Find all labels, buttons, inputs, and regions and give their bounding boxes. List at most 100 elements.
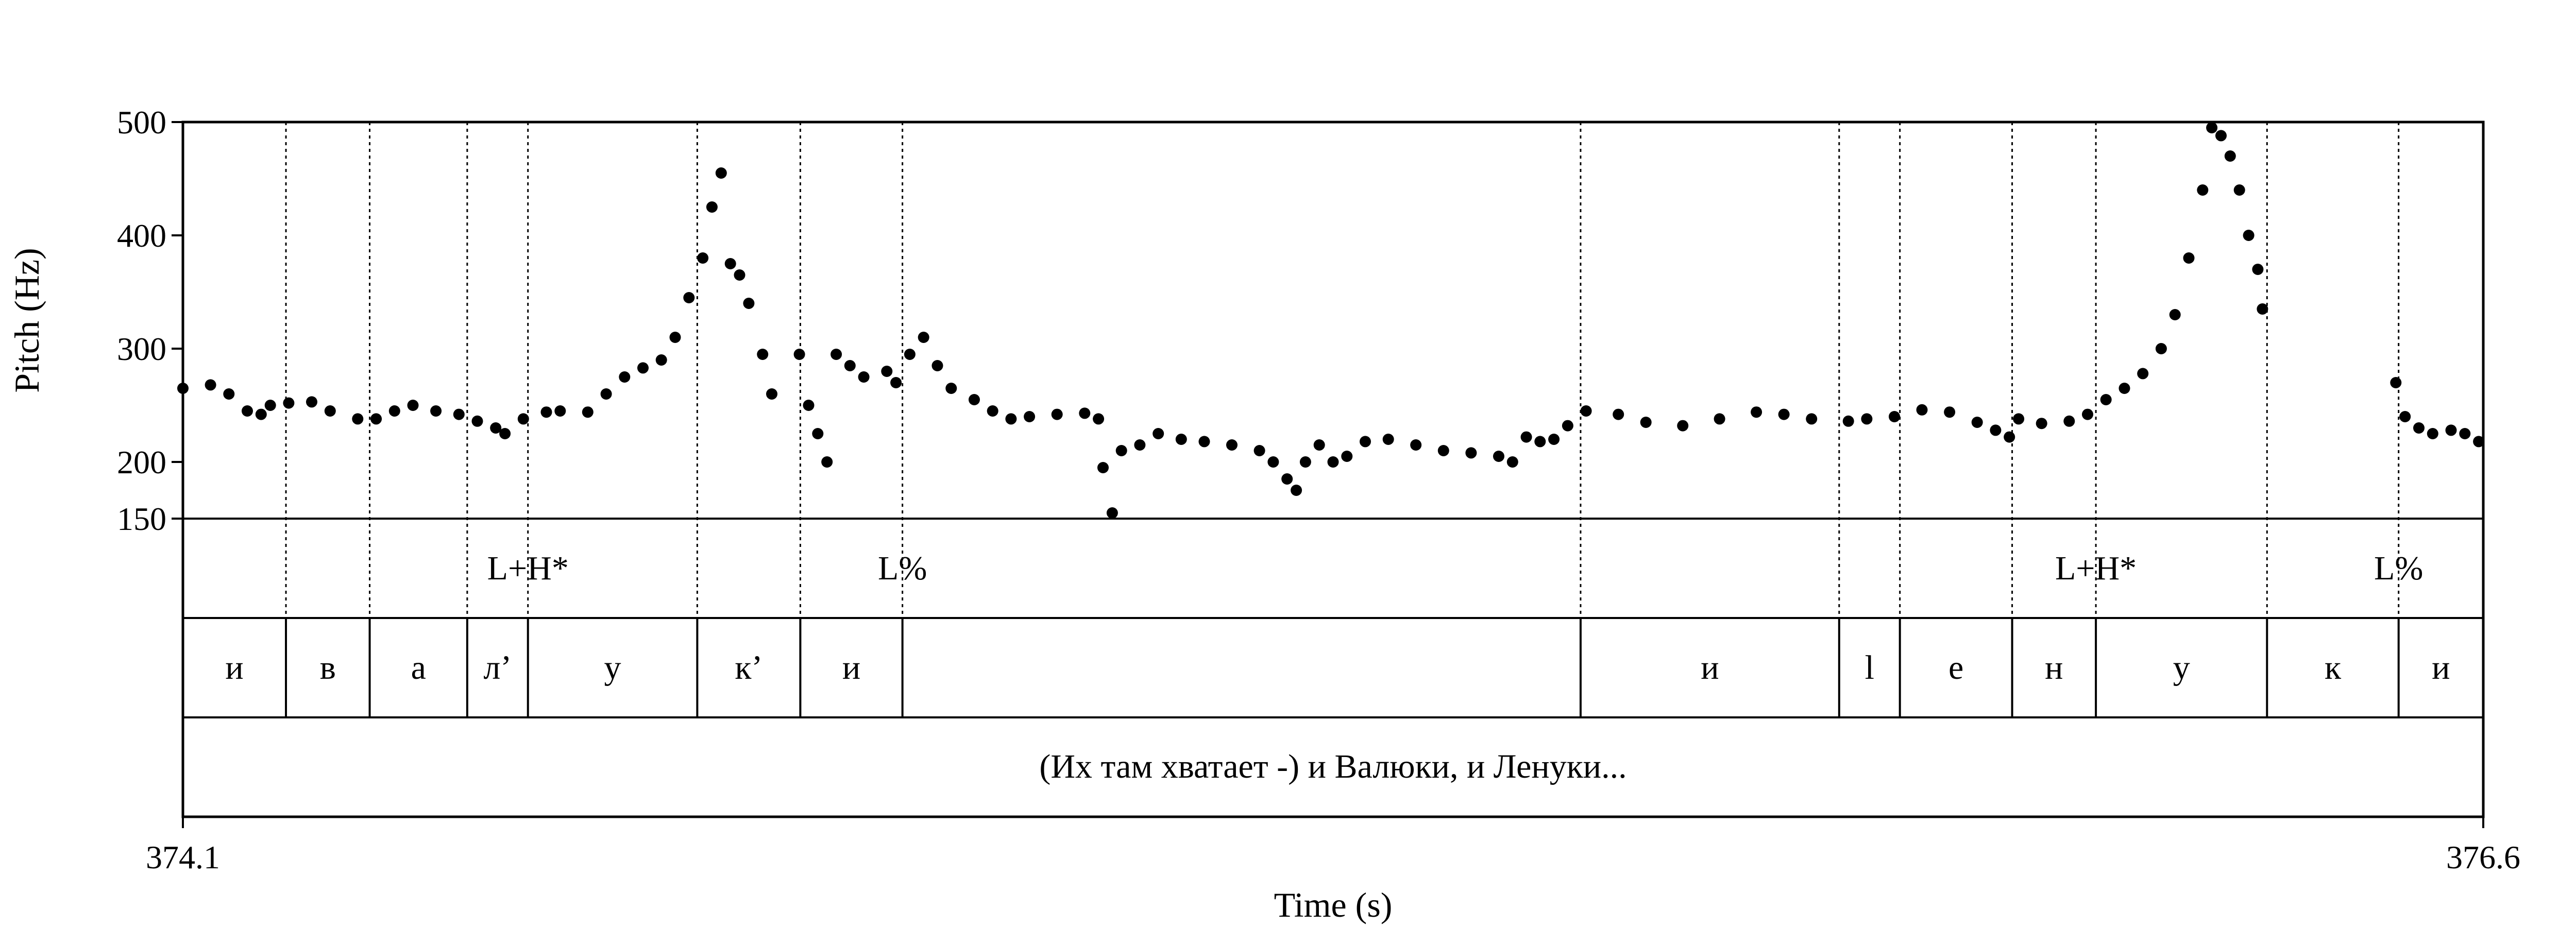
pitch-point-110 [2206,122,2218,133]
pitch-point-100 [2036,418,2047,430]
pitch-point-57 [1106,507,1118,519]
pitch-point-21 [582,406,594,418]
pitch-point-8 [324,405,336,417]
pitch-point-96 [1971,417,1983,428]
pitch-point-5 [264,400,276,411]
pitch-point-6 [283,397,295,409]
segment-label-14: и [2432,649,2450,686]
pitch-point-62 [1198,436,1210,448]
segment-label-1: в [320,649,336,686]
pitch-point-106 [2155,343,2167,354]
pitch-point-53 [1051,408,1063,420]
pitch-point-31 [724,258,736,269]
pitch-point-44 [890,377,902,388]
x-tick-label-1: 376.6 [2446,839,2520,876]
pitch-point-23 [619,371,631,383]
pitch-point-60 [1153,428,1164,439]
tone-label-3: L% [2374,550,2423,587]
pitch-point-45 [904,349,916,360]
pitch-point-13 [430,405,442,417]
segment-label-11: н [2045,649,2063,686]
segment-label-0: и [225,649,243,686]
segment-label-12: у [2173,649,2190,686]
pitch-point-107 [2169,309,2181,320]
tone-label-1: L% [878,550,927,587]
y-tick-label-4: 500 [117,104,166,141]
tier-dividers [183,518,2483,718]
pitch-point-49 [969,394,980,405]
pitch-point-41 [844,360,856,371]
pitch-point-117 [2390,377,2402,388]
pitch-point-7 [306,396,317,408]
pitch-point-58 [1115,445,1127,456]
pitch-point-87 [1714,413,1725,425]
pitch-point-88 [1751,406,1762,418]
pitch-point-17 [499,428,511,439]
pitch-point-120 [2427,428,2438,439]
pitch-point-39 [821,456,833,468]
pitch-point-28 [697,252,709,264]
pitch-point-25 [655,354,667,366]
pitch-point-94 [1916,404,1928,416]
pitch-points [177,122,2485,519]
pitch-point-81 [1548,434,1560,445]
x-tick-label-0: 374.1 [146,839,220,876]
pitch-point-91 [1842,415,1854,427]
pitch-point-78 [1506,456,1518,468]
pitch-point-95 [1944,406,1956,418]
pitch-point-34 [757,349,769,360]
segment-tier: и в а л’ у к’ и и l е н у к и [225,649,2450,686]
pitch-point-93 [1889,411,1900,422]
pitch-point-54 [1079,407,1091,419]
pitch-point-102 [2082,408,2093,420]
pitch-point-11 [388,405,400,417]
pitch-point-33 [743,298,755,309]
pitch-point-14 [453,408,465,420]
y-tick-label-3: 400 [117,217,166,254]
segment-label-2: а [411,649,426,686]
pitch-point-12 [407,400,419,411]
pitch-point-67 [1291,485,1302,496]
pitch-point-1 [205,379,216,391]
pitch-point-15 [471,415,483,427]
pitch-point-38 [812,428,824,439]
pitch-point-77 [1493,451,1504,462]
pitch-point-20 [554,405,566,417]
pitch-point-89 [1778,408,1790,420]
pitch-point-115 [2252,264,2264,275]
pitch-point-29 [706,201,718,213]
segment-label-3: л’ [483,649,512,686]
y-axis-title: Pitch (Hz) [7,248,46,392]
pitch-point-32 [734,269,745,281]
pitch-point-70 [1327,456,1339,468]
pitch-point-103 [2100,394,2112,405]
pitch-point-72 [1360,436,1371,448]
pitch-point-104 [2119,383,2130,394]
pitch-point-35 [766,388,777,400]
pitch-point-76 [1465,447,1477,459]
pitch-point-73 [1382,434,1394,445]
y-tick-label-0: 150 [117,501,166,537]
pitch-point-22 [600,388,612,400]
pitch-point-121 [2445,424,2457,436]
pitch-point-9 [352,413,364,425]
pitch-point-16 [490,422,502,434]
pitch-point-68 [1299,456,1311,468]
pitch-point-52 [1024,411,1036,422]
pitch-point-61 [1175,434,1187,445]
pitch-point-50 [987,405,998,417]
pitch-point-46 [918,332,929,343]
segment-boundary-lines [285,122,2400,717]
y-tick-label-2: 300 [117,331,166,367]
pitch-point-86 [1677,420,1689,432]
pitch-point-48 [945,383,957,394]
pitch-point-118 [2399,411,2411,422]
pitch-point-3 [242,405,253,417]
pitch-point-92 [1861,413,1873,425]
pitch-point-119 [2413,422,2425,434]
plot-frame [181,121,2485,818]
pitch-point-47 [931,360,943,371]
segment-label-5: к’ [735,649,762,686]
pitch-point-24 [637,362,649,374]
